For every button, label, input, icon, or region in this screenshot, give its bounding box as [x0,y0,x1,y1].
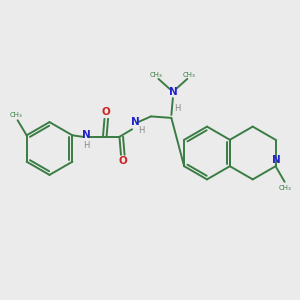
Text: H: H [174,104,181,113]
Text: N: N [272,154,280,165]
Text: O: O [118,156,127,167]
Text: N: N [82,130,91,140]
Text: H: H [83,141,90,150]
Text: N: N [169,87,178,97]
Text: N: N [131,117,140,128]
Text: H: H [139,126,145,135]
Text: CH₃: CH₃ [183,72,196,78]
Text: CH₃: CH₃ [279,185,292,191]
Text: O: O [102,107,111,117]
Text: CH₃: CH₃ [150,72,163,78]
Text: CH₃: CH₃ [10,112,23,118]
